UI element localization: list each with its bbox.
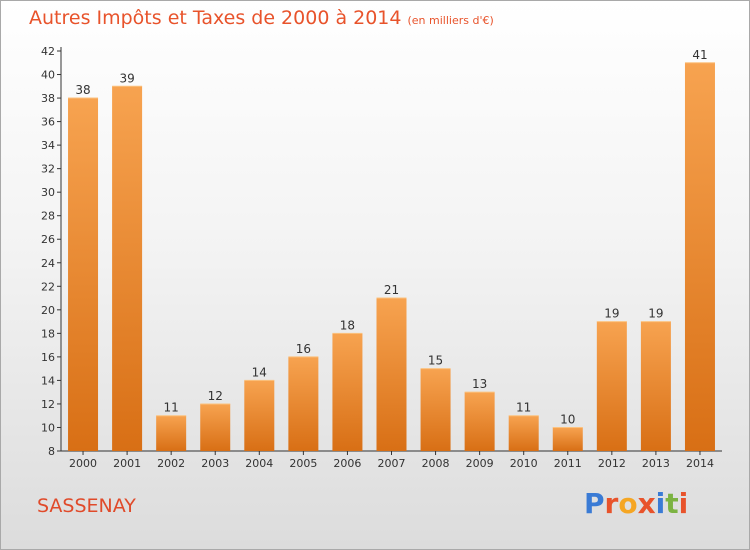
y-tick-label: 24 [41, 257, 55, 270]
x-tick-label: 2000 [69, 457, 97, 470]
data-label: 18 [340, 318, 355, 332]
x-tick-label: 2013 [642, 457, 670, 470]
bar-2009 [464, 392, 495, 451]
x-tick-label: 2011 [554, 457, 582, 470]
bar-2013 [640, 321, 671, 451]
bar-2011 [552, 427, 583, 451]
x-tick-label: 2006 [333, 457, 361, 470]
bar-2008 [420, 368, 451, 451]
y-tick-label: 22 [41, 280, 55, 293]
commune-name: SASSENAY [37, 495, 136, 517]
bar-2001 [112, 86, 143, 451]
y-tick-label: 12 [41, 398, 55, 411]
chart-subtitle: (en milliers d'€) [407, 14, 494, 27]
bar-2003 [200, 403, 231, 451]
data-label: 38 [75, 83, 90, 97]
data-label: 12 [208, 389, 223, 403]
data-label: 10 [560, 412, 575, 426]
y-tick-label: 8 [48, 445, 55, 458]
y-tick-label: 10 [41, 421, 55, 434]
x-tick-label: 2003 [201, 457, 229, 470]
x-tick-label: 2012 [598, 457, 626, 470]
x-tick-label: 2014 [686, 457, 714, 470]
x-tick-label: 2008 [422, 457, 450, 470]
bar-2007 [376, 298, 407, 451]
y-tick-label: 32 [41, 163, 55, 176]
x-tick-label: 2007 [378, 457, 406, 470]
y-tick-label: 30 [41, 186, 55, 199]
x-tick-label: 2001 [113, 457, 141, 470]
bar-2012 [596, 321, 627, 451]
data-label: 13 [472, 377, 487, 391]
y-tick-label: 20 [41, 304, 55, 317]
data-label: 15 [428, 354, 443, 368]
y-tick-label: 36 [41, 116, 55, 129]
bars [68, 62, 715, 451]
logo-letter: r [604, 487, 619, 520]
y-tick-label: 42 [41, 45, 55, 58]
data-label: 39 [119, 71, 134, 85]
y-tick-label: 28 [41, 210, 55, 223]
y-tick-label: 16 [41, 351, 55, 364]
x-tick-label: 2005 [289, 457, 317, 470]
data-label: 16 [296, 342, 311, 356]
x-tick-label: 2004 [245, 457, 273, 470]
chart-title: Autres Impôts et Taxes de 2000 à 2014 (en… [29, 7, 494, 29]
bar-2006 [332, 333, 363, 451]
data-label: 14 [252, 365, 267, 379]
logo-letter: x [637, 487, 656, 520]
bar-2004 [244, 380, 275, 451]
y-tick-label: 34 [41, 139, 55, 152]
logo-letter: P [584, 487, 605, 520]
data-label: 19 [604, 307, 619, 321]
y-tick-label: 40 [41, 69, 55, 82]
bar-2000 [68, 98, 99, 451]
y-tick-label: 26 [41, 233, 55, 246]
y-tick-label: 18 [41, 327, 55, 340]
x-tick-label: 2002 [157, 457, 185, 470]
logo-letter: i [655, 487, 666, 520]
data-label: 41 [692, 48, 707, 62]
data-label: 19 [648, 307, 663, 321]
y-tick-label: 38 [41, 92, 55, 105]
bar-2002 [156, 415, 187, 451]
bar-2010 [508, 415, 539, 451]
bar-2005 [288, 356, 319, 451]
proxiti-logo: Proxiti [584, 487, 688, 520]
chart-title-main: Autres Impôts et Taxes de 2000 à 2014 [29, 7, 402, 29]
data-label: 11 [516, 401, 531, 415]
data-labels: 38 39 11 12 14 16 18 21 15 13 11 10 19 19 41 [75, 48, 707, 427]
logo-letter: o [618, 487, 638, 520]
bar-2014 [684, 62, 715, 451]
data-label: 21 [384, 283, 399, 297]
x-tick-label: 2009 [466, 457, 494, 470]
logo-letter: i [678, 487, 689, 520]
data-label: 11 [164, 401, 179, 415]
logo-letter: t [665, 487, 679, 520]
y-tick-label: 14 [41, 374, 55, 387]
x-tick-label: 2010 [510, 457, 538, 470]
